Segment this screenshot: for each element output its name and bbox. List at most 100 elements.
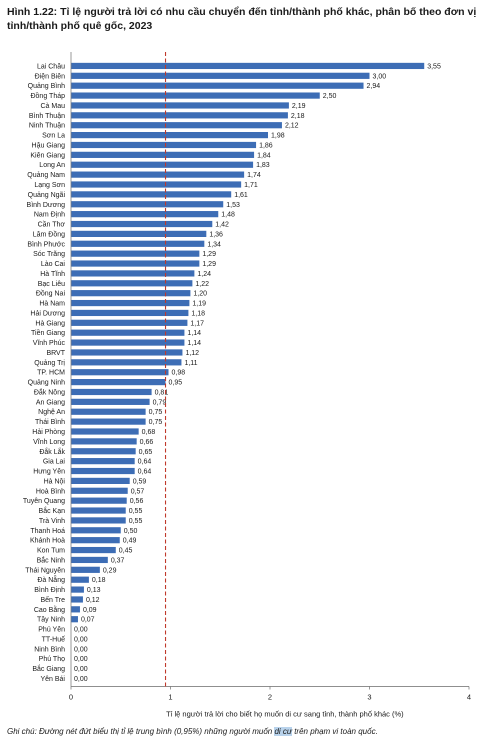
category-label: Quảng Trị bbox=[34, 360, 65, 367]
bar bbox=[71, 448, 136, 455]
bar bbox=[71, 102, 289, 109]
category-label: Lạng Sơn bbox=[34, 182, 65, 189]
bar bbox=[71, 438, 137, 445]
value-label: 1,12 bbox=[185, 350, 199, 357]
bar bbox=[71, 280, 193, 287]
value-label: 0,00 bbox=[74, 676, 88, 683]
value-label: 0,50 bbox=[124, 528, 138, 535]
value-label: 0,65 bbox=[139, 449, 153, 456]
category-label: Phú Yên bbox=[38, 627, 65, 634]
bar bbox=[71, 467, 135, 475]
category-label: Thái Nguyên bbox=[25, 567, 65, 574]
footnote-highlight: di cư bbox=[274, 727, 292, 736]
value-label: 2,12 bbox=[285, 123, 299, 130]
category-label: Hưng Yên bbox=[33, 469, 65, 476]
bar bbox=[71, 171, 245, 178]
category-label: Hải Phòng bbox=[32, 429, 65, 436]
bar bbox=[71, 428, 139, 435]
value-label: 0,75 bbox=[149, 409, 163, 416]
x-tick-label: 0 bbox=[69, 692, 73, 701]
value-label: 0,68 bbox=[142, 429, 156, 436]
value-label: 0,64 bbox=[138, 459, 152, 466]
bar bbox=[71, 240, 205, 247]
category-label: Bạc Liêu bbox=[38, 281, 65, 288]
category-label: Bắc Ninh bbox=[37, 555, 66, 564]
bar bbox=[71, 151, 255, 158]
category-label: Đà Nẵng bbox=[37, 575, 65, 584]
value-label: 0,95 bbox=[169, 380, 183, 387]
value-label: 1,84 bbox=[257, 152, 271, 159]
category-label: Quảng Nam bbox=[27, 172, 65, 179]
value-label: 0,55 bbox=[129, 508, 143, 515]
bar bbox=[71, 122, 282, 129]
bar bbox=[71, 586, 84, 593]
value-label: 0,00 bbox=[74, 666, 88, 673]
bar bbox=[71, 507, 126, 514]
bar bbox=[71, 161, 254, 168]
bar bbox=[71, 220, 213, 228]
value-label: 0,37 bbox=[111, 557, 125, 564]
value-label: 3,55 bbox=[427, 63, 441, 70]
category-label: Nam Định bbox=[34, 212, 65, 219]
value-label: 0,75 bbox=[149, 419, 163, 426]
category-label: Long An bbox=[39, 162, 65, 169]
category-label: Gia Lai bbox=[43, 459, 66, 466]
value-label: 0,79 bbox=[153, 399, 167, 406]
value-label: 0,98 bbox=[172, 370, 186, 377]
value-label: 1,20 bbox=[193, 291, 207, 298]
value-label: 1,22 bbox=[195, 281, 209, 288]
category-label: Hà Tĩnh bbox=[40, 271, 65, 278]
bar bbox=[71, 260, 200, 267]
bar bbox=[71, 201, 224, 208]
bar bbox=[71, 141, 257, 149]
value-label: 1,29 bbox=[202, 261, 216, 268]
value-label: 1,86 bbox=[259, 142, 273, 149]
footnote-text: Ghi chú: Đường nét đứt biểu thị tỉ lệ tr… bbox=[7, 727, 275, 736]
category-label: Điện Biên bbox=[35, 73, 65, 80]
value-label: 2,94 bbox=[367, 83, 381, 90]
value-label: 0,09 bbox=[83, 607, 97, 614]
category-label: Hà Nội bbox=[44, 478, 66, 485]
category-label: Ninh Bình bbox=[34, 646, 65, 653]
category-label: Cà Mau bbox=[40, 103, 65, 110]
category-label: Lâm Đồng bbox=[33, 229, 65, 238]
value-label: 0,66 bbox=[140, 439, 154, 446]
value-label: 0,13 bbox=[87, 587, 101, 594]
category-label: Lai Châu bbox=[37, 63, 65, 70]
category-label: Bắc Kạn bbox=[39, 506, 66, 515]
category-label: Cần Thơ bbox=[38, 220, 66, 229]
value-label: 1,98 bbox=[271, 133, 285, 140]
bar bbox=[71, 388, 152, 396]
bar bbox=[71, 349, 183, 356]
value-label: 1,17 bbox=[190, 320, 204, 327]
bar bbox=[71, 299, 190, 307]
value-label: 0,57 bbox=[131, 488, 145, 495]
bar bbox=[71, 576, 89, 583]
category-label: Kiên Giang bbox=[30, 152, 65, 159]
bar bbox=[71, 191, 232, 198]
bar bbox=[71, 418, 146, 425]
x-tick-label: 3 bbox=[367, 692, 371, 701]
value-label: 0,00 bbox=[74, 646, 88, 653]
value-label: 0,55 bbox=[129, 518, 143, 525]
value-label: 1,11 bbox=[184, 360, 197, 367]
bar bbox=[71, 329, 185, 336]
value-labels: 3,55 3,00 2,94 2,50 2,19 2,18 2,121,98 1,86 1,84… bbox=[74, 63, 441, 683]
bar bbox=[71, 72, 370, 79]
category-label: Hà Nam bbox=[39, 301, 65, 308]
category-label: Trà Vinh bbox=[39, 518, 65, 525]
category-label: Thái Bình bbox=[35, 419, 65, 426]
category-label: TP. HCM bbox=[37, 370, 65, 377]
category-label: Phú Thọ bbox=[39, 656, 65, 663]
value-label: 0,18 bbox=[92, 577, 106, 584]
category-label: Yên Bái bbox=[40, 676, 65, 683]
bar bbox=[71, 369, 169, 376]
value-label: 2,19 bbox=[292, 103, 306, 110]
value-label: 0,56 bbox=[130, 498, 144, 505]
bar bbox=[71, 379, 166, 386]
x-axis: 0 1 2 3 4 bbox=[69, 52, 471, 701]
value-label: 2,50 bbox=[323, 93, 337, 100]
bar bbox=[71, 546, 116, 554]
bars-group bbox=[71, 62, 425, 623]
value-label: 0,81 bbox=[155, 389, 169, 396]
